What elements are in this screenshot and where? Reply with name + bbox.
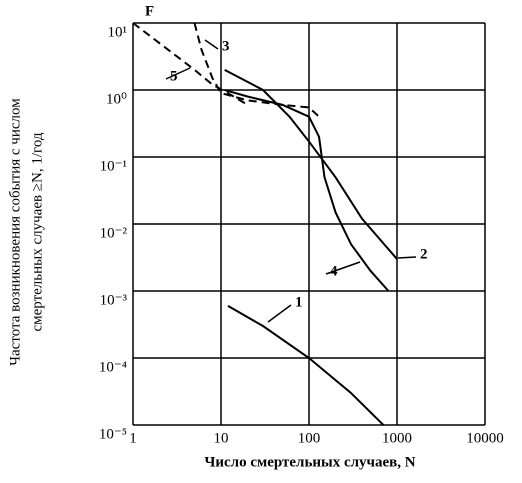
y-tick-label: 10⁰ (106, 91, 127, 107)
annotation: F (145, 3, 154, 19)
series-line (224, 89, 390, 292)
series-label: 5 (170, 68, 178, 84)
leader-line (165, 67, 191, 80)
y-tick-label: 10⁻¹ (100, 158, 127, 174)
x-axis-label: Число смертельных случаев, N (204, 454, 415, 470)
series-line (227, 304, 385, 426)
x-tick-label: 1000 (382, 430, 412, 446)
series-line (193, 22, 320, 118)
x-tick-label: 1 (129, 430, 137, 446)
y-tick-label: 10⁻⁴ (99, 359, 127, 375)
series-label: 2 (420, 246, 428, 262)
y-tick-label: 10⁻⁵ (99, 426, 127, 442)
x-tick-label: 10000 (466, 430, 504, 446)
y-axis-label: Частота возникновения события с числом (7, 98, 23, 366)
series-label: 1 (295, 294, 303, 310)
x-tick-label: 100 (298, 430, 321, 446)
leader-line (267, 304, 292, 323)
series-label: 3 (222, 38, 230, 54)
y-tick-label: 10¹ (108, 24, 128, 40)
series-line (132, 22, 249, 106)
leader-line (204, 39, 219, 50)
y-tick-label: 10⁻³ (100, 292, 128, 308)
leader-line (325, 261, 361, 275)
leader-line (397, 256, 417, 259)
y-axis-label: смертельных случаев ≥N, 1/год (29, 132, 45, 331)
series-line (224, 68, 398, 260)
series-label: 4 (330, 263, 338, 279)
y-tick-label: 10⁻² (100, 225, 128, 241)
x-tick-label: 10 (214, 430, 229, 446)
